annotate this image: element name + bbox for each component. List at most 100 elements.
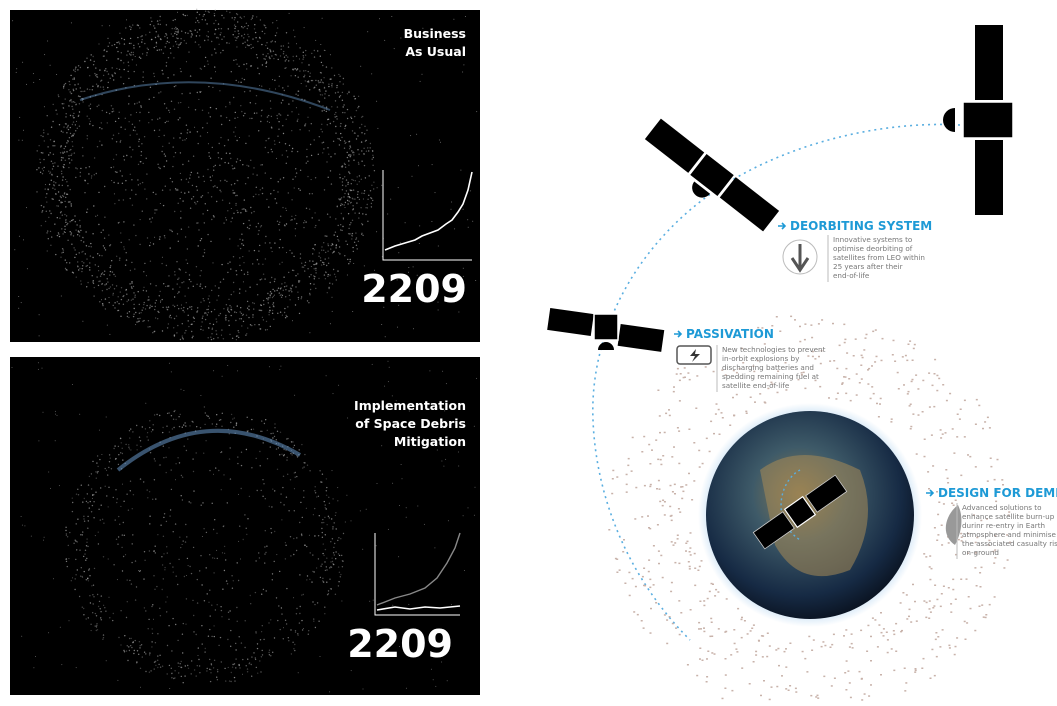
debris-dot <box>93 286 96 289</box>
star-dot <box>179 172 181 174</box>
debris-fragment <box>648 559 651 561</box>
debris-dot <box>49 210 51 212</box>
debris-dot <box>232 189 234 192</box>
debris-dot <box>210 336 212 338</box>
debris-dot <box>246 27 248 30</box>
debris-dot <box>266 42 268 44</box>
debris-dot <box>307 80 310 82</box>
debris-dot <box>118 636 120 639</box>
debris-dot <box>176 31 178 33</box>
debris-dot <box>312 570 314 573</box>
star-dot <box>310 179 312 181</box>
debris-dot <box>196 311 198 313</box>
debris-dot <box>106 59 108 61</box>
debris-dot <box>308 208 311 210</box>
star-dot <box>419 225 421 227</box>
star-dot <box>88 118 90 120</box>
debris-dot <box>208 327 210 329</box>
debris-dot <box>348 263 350 265</box>
debris-dot <box>130 51 133 54</box>
debris-dot <box>138 303 140 306</box>
star-dot <box>170 371 172 373</box>
debris-dot <box>199 427 202 429</box>
debris-dot <box>135 193 137 196</box>
debris-fragment <box>694 584 697 587</box>
debris-dot <box>327 250 329 252</box>
star-dot <box>190 35 192 37</box>
debris-dot <box>240 269 243 271</box>
debris-dot <box>157 318 159 320</box>
debris-dot <box>131 189 133 191</box>
debris-dot <box>337 566 340 568</box>
debris-dot <box>77 234 79 236</box>
star-dot <box>435 685 437 687</box>
debris-dot <box>126 54 128 56</box>
debris-dot <box>338 581 340 583</box>
debris-fragment <box>799 340 802 343</box>
debris-fragment <box>986 480 989 482</box>
debris-fragment <box>836 367 839 370</box>
debris-dot <box>264 562 266 564</box>
star-dot <box>208 305 210 307</box>
debris-dot <box>200 328 202 331</box>
debris-dot <box>279 114 282 116</box>
debris-dot <box>361 150 363 152</box>
debris-fragment <box>832 322 834 325</box>
star-dot <box>230 208 232 209</box>
debris-dot <box>71 105 73 108</box>
debris-dot <box>58 199 60 202</box>
star-dot <box>300 83 302 84</box>
debris-dot <box>105 68 107 70</box>
debris-dot <box>148 550 151 552</box>
debris-dot <box>169 229 171 231</box>
star-dot <box>338 252 340 254</box>
debris-dot <box>139 183 141 185</box>
debris-dot <box>313 249 316 251</box>
star-dot <box>21 139 23 141</box>
debris-dot <box>273 189 275 192</box>
debris-dot <box>78 269 80 271</box>
debris-dot <box>174 677 176 679</box>
debris-fragment <box>725 598 728 600</box>
debris-dot <box>217 337 219 339</box>
debris-dot <box>173 108 176 110</box>
debris-dot <box>115 538 118 540</box>
debris-dot <box>181 323 183 325</box>
debris-fragment <box>953 452 956 454</box>
debris-dot <box>180 210 182 212</box>
debris-dot <box>72 235 75 237</box>
debris-dot <box>75 523 77 525</box>
debris-dot <box>223 569 226 572</box>
debris-fragment <box>642 627 645 629</box>
debris-dot <box>225 304 228 306</box>
debris-dot <box>318 620 320 622</box>
debris-dot <box>324 606 326 608</box>
debris-dot <box>201 317 204 319</box>
debris-dot <box>257 672 259 674</box>
debris-fragment <box>850 642 853 645</box>
debris-dot <box>262 263 264 265</box>
debris-dot <box>130 286 133 288</box>
debris-fragment <box>659 500 662 503</box>
star-dot <box>294 235 296 237</box>
debris-dot <box>351 219 354 221</box>
star-dot <box>213 370 215 372</box>
debris-dot <box>213 635 215 638</box>
debris-fragment <box>618 569 621 571</box>
star-dot <box>334 514 336 516</box>
debris-dot <box>224 179 226 181</box>
debris-dot <box>323 189 326 191</box>
debris-dot <box>270 107 272 110</box>
debris-fragment <box>745 410 748 413</box>
debris-dot <box>78 595 81 598</box>
debris-dot <box>253 28 256 30</box>
debris-dot <box>234 25 237 28</box>
debris-fragment <box>866 650 869 652</box>
star-dot <box>329 567 331 569</box>
debris-dot <box>292 100 294 102</box>
debris-dot <box>274 242 276 244</box>
debris-dot <box>44 188 46 190</box>
debris-dot <box>315 224 317 227</box>
debris-dot <box>177 202 179 204</box>
debris-dot <box>200 270 202 272</box>
